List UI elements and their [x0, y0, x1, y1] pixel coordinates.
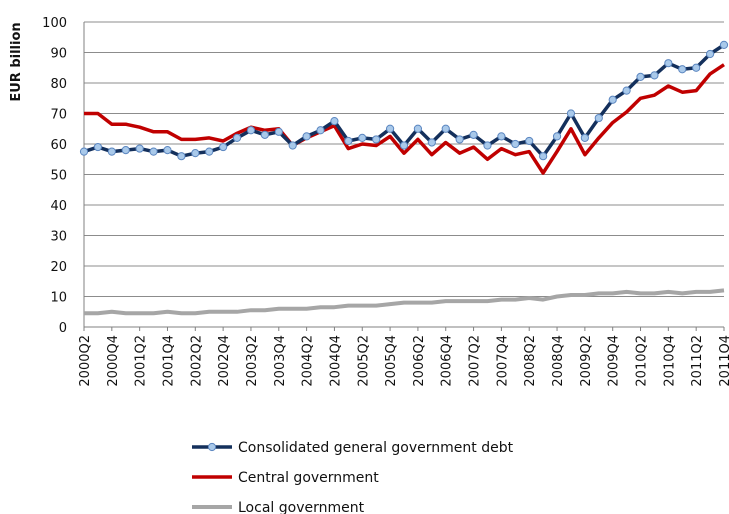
- data-point: [149, 147, 158, 156]
- data-point: [135, 144, 144, 153]
- x-tick-label: 2005Q2: [356, 335, 371, 387]
- y-tick-label: 30: [50, 230, 67, 245]
- data-point: [469, 130, 478, 139]
- x-tick-label: 2009Q4: [607, 335, 622, 387]
- x-tick-label: 2008Q4: [551, 335, 566, 387]
- data-point: [678, 65, 687, 74]
- y-tick-labels: 0 10 20 30 40 50 60 70 80 90 100: [42, 16, 67, 336]
- data-point: [705, 49, 715, 59]
- data-point: [93, 142, 103, 152]
- y-tick-label: 80: [50, 77, 67, 92]
- data-point: [385, 124, 395, 133]
- x-tick-label: 2010Q4: [662, 335, 677, 387]
- x-tick-label: 2003Q4: [273, 335, 288, 387]
- x-tick-label: 2009Q2: [579, 335, 594, 387]
- data-point: [177, 152, 186, 161]
- data-point: [219, 142, 228, 152]
- x-tick-label: 2005Q4: [384, 335, 399, 387]
- x-tick-label: 2002Q2: [189, 335, 204, 387]
- data-point: [232, 133, 242, 142]
- data-point: [79, 147, 89, 156]
- data-point: [344, 136, 353, 146]
- series-line-2: [84, 288, 725, 316]
- legend-label: Consolidated general government debt: [238, 440, 514, 456]
- x-tick-label: 2004Q2: [301, 335, 316, 387]
- x-tick-label: 2007Q2: [468, 335, 483, 387]
- data-point: [427, 138, 436, 147]
- data-point: [719, 40, 729, 49]
- data-point: [525, 136, 534, 146]
- data-point: [163, 146, 172, 155]
- x-tick-label: 2006Q4: [440, 335, 455, 387]
- data-point: [511, 139, 520, 149]
- y-tick-label: 70: [50, 108, 67, 123]
- data-point: [636, 72, 645, 82]
- x-tick-label: 2011Q4: [718, 335, 729, 387]
- y-tick-label: 100: [42, 16, 67, 31]
- data-point: [288, 141, 297, 150]
- legend-marker: [207, 442, 217, 452]
- data-point: [622, 86, 631, 95]
- legend: Consolidated general government debt Cent…: [192, 440, 514, 514]
- y-tick-label: 20: [50, 260, 67, 275]
- data-point: [413, 124, 423, 133]
- x-tick-label: 2007Q4: [495, 335, 510, 387]
- data-point: [246, 126, 256, 135]
- x-tick-label: 2006Q2: [412, 335, 427, 387]
- data-point: [358, 133, 367, 142]
- x-tick-label: 2004Q4: [328, 335, 343, 387]
- x-tick-label: 2001Q2: [134, 335, 149, 387]
- data-point: [205, 147, 214, 156]
- x-tick-label: 2001Q4: [161, 335, 176, 387]
- series-lines: [79, 40, 729, 316]
- data-point: [372, 135, 381, 144]
- data-point: [692, 63, 701, 72]
- data-point: [330, 117, 339, 126]
- y-tick-label: 40: [50, 199, 67, 214]
- y-tick-label: 0: [59, 321, 67, 336]
- data-point: [260, 130, 269, 139]
- legend-label: Central government: [238, 470, 379, 486]
- x-tick-label: 2002Q4: [217, 335, 232, 387]
- y-tick-label: 10: [50, 291, 67, 306]
- x-tick-label: 2011Q2: [690, 335, 705, 387]
- data-point: [191, 149, 200, 158]
- data-point: [608, 95, 617, 104]
- data-point: [455, 135, 464, 144]
- y-axis-label: EUR billion: [9, 22, 24, 101]
- y-tick-label: 60: [50, 138, 67, 153]
- data-point: [483, 141, 492, 150]
- legend-label: Local government: [238, 500, 365, 514]
- data-point: [650, 71, 659, 80]
- x-tick-labels: 2000Q2 2000Q4 2001Q2 2001Q4 2002Q2 2002Q4 2003…: [78, 327, 729, 387]
- data-point: [539, 152, 548, 161]
- x-tick-label: 2000Q2: [78, 335, 93, 387]
- data-point: [121, 146, 130, 155]
- data-point: [274, 127, 283, 136]
- x-tick-label: 2003Q2: [245, 335, 260, 387]
- x-tick-label: 2010Q2: [635, 335, 650, 387]
- data-point: [497, 132, 506, 141]
- data-point: [566, 109, 576, 118]
- x-tick-label: 2000Q4: [106, 335, 121, 387]
- data-point: [552, 132, 562, 141]
- x-tick-label: 2008Q2: [523, 335, 538, 387]
- data-point: [664, 59, 673, 68]
- y-tick-label: 50: [50, 169, 67, 184]
- data-point: [594, 113, 603, 123]
- data-point: [107, 147, 116, 156]
- data-point: [580, 133, 589, 142]
- data-point: [302, 132, 311, 141]
- data-point: [441, 124, 450, 133]
- data-point: [316, 126, 325, 135]
- data-point: [399, 141, 409, 150]
- series-line-1: [84, 63, 725, 175]
- y-tick-label: 90: [50, 47, 67, 62]
